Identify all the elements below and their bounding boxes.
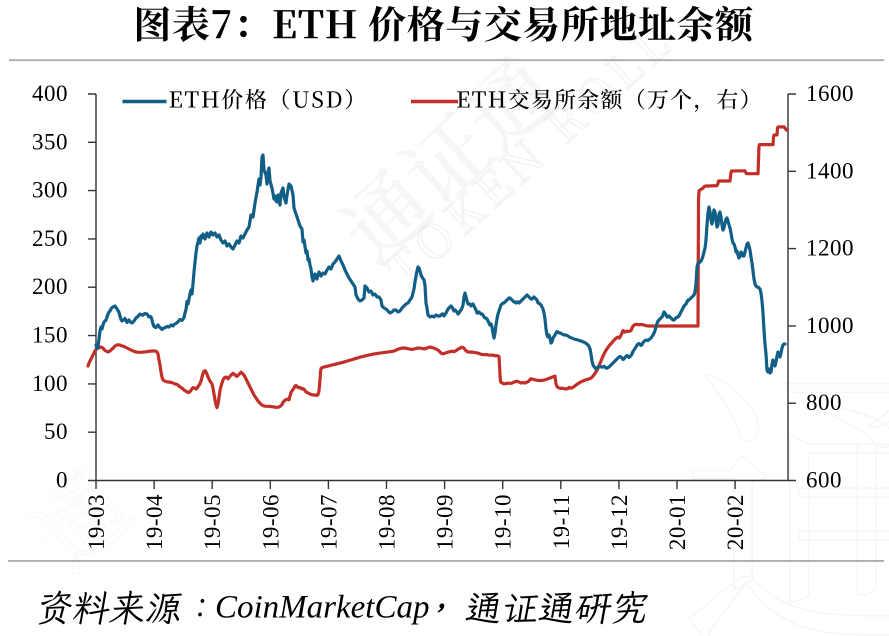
svg-text:300: 300 (32, 178, 68, 203)
svg-text:50: 50 (44, 419, 68, 444)
svg-text:19-11: 19-11 (549, 494, 574, 549)
svg-text:19-03: 19-03 (84, 494, 109, 550)
svg-text:1400: 1400 (806, 158, 854, 183)
svg-text:0: 0 (56, 468, 68, 493)
svg-text:150: 150 (32, 323, 68, 348)
svg-text:350: 350 (32, 129, 68, 154)
svg-text:1000: 1000 (806, 313, 854, 338)
svg-text:600: 600 (806, 468, 842, 493)
svg-text:19-08: 19-08 (375, 494, 400, 550)
svg-text:250: 250 (32, 226, 68, 251)
svg-text:800: 800 (806, 390, 842, 415)
svg-text:19-10: 19-10 (491, 494, 516, 550)
svg-text:19-06: 19-06 (258, 494, 283, 550)
svg-text:19-12: 19-12 (607, 494, 632, 550)
svg-text:400: 400 (32, 81, 68, 106)
svg-text:1600: 1600 (806, 81, 854, 106)
svg-text:19-04: 19-04 (142, 494, 167, 550)
svg-text:100: 100 (32, 371, 68, 396)
svg-text:19-07: 19-07 (316, 494, 341, 550)
svg-text:200: 200 (32, 274, 68, 299)
svg-text:20-02: 20-02 (723, 494, 748, 550)
svg-text:19-05: 19-05 (200, 494, 225, 550)
svg-text:CoinMarketCap: CoinMarketCap (215, 590, 429, 626)
svg-text:19-09: 19-09 (433, 494, 458, 550)
svg-text:1200: 1200 (806, 236, 854, 261)
svg-text:20-01: 20-01 (665, 494, 690, 550)
